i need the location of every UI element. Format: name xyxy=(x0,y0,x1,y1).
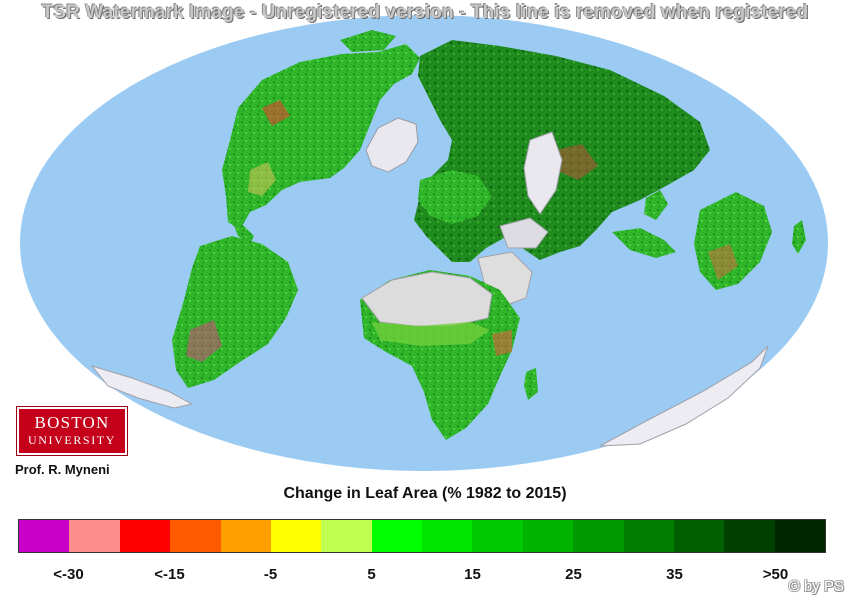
world-map xyxy=(20,15,828,471)
north-america-loss-patch xyxy=(262,100,290,126)
legend-swatch xyxy=(321,520,372,552)
southeast-asia-islands xyxy=(612,228,676,258)
antarctica-west-ice xyxy=(90,365,194,409)
legend-tick-label: >50 xyxy=(762,566,789,583)
madagascar xyxy=(524,368,538,400)
sahara-desert xyxy=(361,271,493,327)
legend-title: Change in Leaf Area (% 1982 to 2015) xyxy=(283,485,567,502)
greenland-ice xyxy=(365,117,419,173)
legend-swatch xyxy=(522,520,574,552)
australia-loss-patch xyxy=(708,244,738,280)
new-zealand xyxy=(792,220,806,254)
tibet-plateau xyxy=(499,217,549,249)
east-africa-loss-patch xyxy=(492,330,512,356)
boston-university-logo: BOSTON UNIVERSITY xyxy=(16,406,128,456)
copyright-text: © by PS xyxy=(788,578,844,595)
author-credit: Prof. R. Myneni xyxy=(15,462,110,477)
legend-tick-label: 25 xyxy=(565,566,582,583)
canadian-arctic-islands xyxy=(340,30,396,52)
legend-tick-label: <-15 xyxy=(154,566,185,583)
legend-tick-label: 15 xyxy=(464,566,481,583)
legend-tick-label: 35 xyxy=(666,566,683,583)
legend-swatch xyxy=(270,520,322,552)
antarctica-east-ice xyxy=(599,345,769,447)
south-america-loss-patch xyxy=(186,320,222,362)
legend-swatch xyxy=(220,520,271,552)
world-map-svg xyxy=(20,15,828,471)
sahel-greening xyxy=(372,322,490,346)
legend-colorbar xyxy=(18,519,826,553)
legend-swatch xyxy=(774,520,825,552)
north-america-arid-patch xyxy=(248,162,276,196)
legend-swatch xyxy=(69,520,120,552)
legend-tick-label: -5 xyxy=(263,566,278,583)
legend-swatch xyxy=(724,520,775,552)
legend-swatch xyxy=(19,520,70,552)
europe-greening xyxy=(418,170,492,224)
logo-line-1: BOSTON xyxy=(34,413,110,432)
legend-tick-label: <-30 xyxy=(53,566,84,583)
legend-swatch xyxy=(119,520,171,552)
watermark-text: TSR Watermark Image - Unregistered versi… xyxy=(41,2,809,23)
central-america xyxy=(232,220,254,244)
legend-tick-label: 5 xyxy=(367,566,376,583)
japan-islands xyxy=(644,190,668,220)
siberia-loss-patch xyxy=(556,144,598,180)
legend-swatch xyxy=(472,520,523,552)
legend-swatch xyxy=(623,520,674,552)
central-asia-ice xyxy=(523,131,563,215)
legend-swatch xyxy=(573,520,624,552)
logo-line-2: UNIVERSITY xyxy=(28,433,116,447)
legend-swatch xyxy=(170,520,221,552)
legend-swatch xyxy=(371,520,422,552)
legend-swatch xyxy=(673,520,725,552)
legend-swatch xyxy=(422,520,473,552)
